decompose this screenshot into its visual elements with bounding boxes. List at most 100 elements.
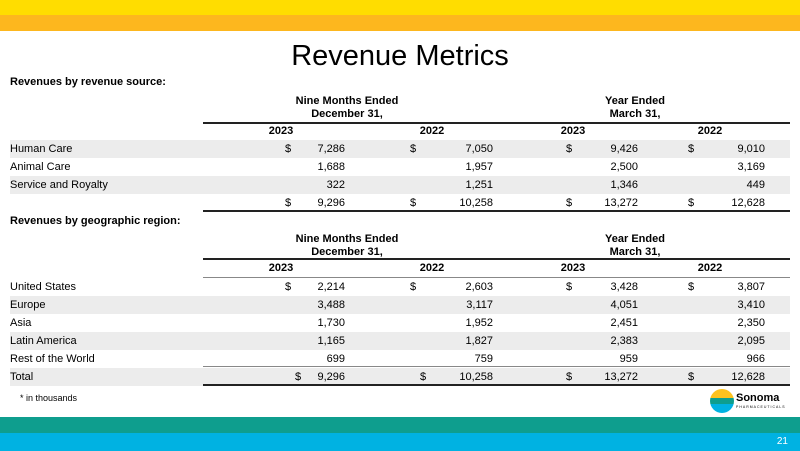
- group-header-nine-months: Nine Months Ended December 31,: [247, 95, 447, 121]
- row-label: Human Care: [10, 143, 73, 155]
- group-header-nine-months: Nine Months Ended December 31,: [247, 233, 447, 259]
- table-row: Service and Royalty 322 1,251 1,346 449: [10, 176, 790, 194]
- divider: [203, 277, 790, 278]
- row-label: United States: [10, 281, 77, 293]
- group-header-year-ended: Year Ended March 31,: [535, 95, 735, 121]
- cell-value: 9,426: [610, 143, 638, 155]
- row-label: Asia: [10, 317, 32, 329]
- table-row: Total $9,296 $10,258 $13,272 $12,628: [10, 368, 790, 386]
- currency-symbol: $: [688, 197, 695, 209]
- bottom-teal-band: [0, 417, 800, 433]
- table-row: Animal Care 1,688 1,957 2,500 3,169: [10, 158, 790, 176]
- cell-value: 1,688: [317, 161, 345, 173]
- group-line: December 31,: [311, 246, 383, 258]
- table-row: Asia 1,730 1,952 2,451 2,350: [10, 314, 790, 332]
- year-header: 2022: [697, 125, 723, 137]
- cell-value: 1,730: [317, 317, 345, 329]
- cell-value: 2,383: [610, 335, 638, 347]
- divider: [203, 366, 790, 367]
- cell-value: 2,451: [610, 317, 638, 329]
- cell-value: 2,214: [317, 281, 345, 293]
- cell-value: 1,952: [465, 317, 493, 329]
- currency-symbol: $: [688, 371, 695, 383]
- cell-value: 3,428: [610, 281, 638, 293]
- cell-value: 3,169: [737, 161, 765, 173]
- group-line: Nine Months Ended: [295, 95, 399, 107]
- currency-symbol: $: [566, 371, 573, 383]
- cell-value: 7,286: [317, 143, 345, 155]
- page-title: Revenue Metrics: [291, 40, 509, 72]
- cell-value: 4,051: [610, 299, 638, 311]
- cell-value: 10,258: [459, 197, 493, 209]
- year-header: 2023: [268, 262, 294, 274]
- cell-value: 959: [619, 353, 638, 365]
- currency-symbol: $: [410, 197, 417, 209]
- cell-value: 9,010: [737, 143, 765, 155]
- cell-value: 12,628: [731, 371, 765, 383]
- page-number: 21: [776, 436, 788, 447]
- cell-value: 9,296: [317, 371, 345, 383]
- currency-symbol: $: [566, 197, 573, 209]
- cell-value: 2,603: [465, 281, 493, 293]
- group-line: March 31,: [609, 246, 661, 258]
- row-label: Rest of the World: [10, 353, 95, 365]
- cell-value: 2,500: [610, 161, 638, 173]
- cell-value: 1,346: [610, 179, 638, 191]
- group-line: December 31,: [311, 108, 383, 120]
- currency-symbol: $: [410, 281, 417, 293]
- currency-symbol: $: [295, 371, 302, 383]
- divider: [203, 258, 790, 260]
- cell-value: 13,272: [604, 371, 638, 383]
- cell-value: 12,628: [731, 197, 765, 209]
- table-row: Human Care $7,286 $7,050 $9,426 $9,010: [10, 140, 790, 158]
- cell-value: 1,251: [465, 179, 493, 191]
- year-header: 2022: [419, 262, 445, 274]
- sonoma-logo-icon: [710, 389, 734, 413]
- cell-value: 1,957: [465, 161, 493, 173]
- currency-symbol: $: [285, 281, 292, 293]
- cell-value: 9,296: [317, 197, 345, 209]
- group-line: Year Ended: [605, 233, 665, 245]
- cell-value: 10,258: [459, 371, 493, 383]
- divider: [203, 122, 790, 124]
- table-row: United States $2,214 $2,603 $3,428 $3,807: [10, 278, 790, 296]
- cell-value: 322: [326, 179, 345, 191]
- divider: [203, 210, 790, 212]
- cell-value: 449: [746, 179, 765, 191]
- row-label: Animal Care: [10, 161, 71, 173]
- currency-symbol: $: [566, 281, 573, 293]
- cell-value: 13,272: [604, 197, 638, 209]
- table-row: Latin America 1,165 1,827 2,383 2,095: [10, 332, 790, 350]
- row-label: Europe: [10, 299, 46, 311]
- year-header: 2023: [560, 262, 586, 274]
- cell-value: 1,165: [317, 335, 345, 347]
- year-header: 2023: [268, 125, 294, 137]
- table-row: Europe 3,488 3,117 4,051 3,410: [10, 296, 790, 314]
- currency-symbol: $: [566, 143, 573, 155]
- section-heading-source: Revenues by revenue source:: [10, 76, 166, 88]
- currency-symbol: $: [688, 281, 695, 293]
- currency-symbol: $: [285, 197, 292, 209]
- table-row: $9,296 $10,258 $13,272 $12,628: [10, 194, 790, 212]
- currency-symbol: $: [420, 371, 427, 383]
- cell-value: 699: [326, 353, 345, 365]
- cell-value: 1,827: [465, 335, 493, 347]
- footnote: * in thousands: [20, 393, 78, 403]
- cell-value: 2,350: [737, 317, 765, 329]
- cell-value: 3,117: [466, 299, 493, 311]
- year-header: 2023: [560, 125, 586, 137]
- currency-symbol: $: [688, 143, 695, 155]
- top-yellow-band: [0, 0, 800, 15]
- logo-name: Sonoma: [736, 392, 780, 404]
- row-label: Total: [10, 371, 34, 383]
- group-header-year-ended: Year Ended March 31,: [535, 233, 735, 259]
- group-line: Nine Months Ended: [295, 233, 399, 245]
- row-label: Latin America: [10, 335, 77, 347]
- cell-value: 3,488: [317, 299, 345, 311]
- bottom-blue-band: [0, 433, 800, 451]
- table-row: Rest of the World 699 759 959 966: [10, 350, 790, 368]
- row-label: Service and Royalty: [10, 179, 108, 191]
- section-heading-region: Revenues by geographic region:: [10, 215, 181, 227]
- year-header: 2022: [419, 125, 445, 137]
- logo-subtitle: PHARMACEUTICALS: [736, 405, 786, 409]
